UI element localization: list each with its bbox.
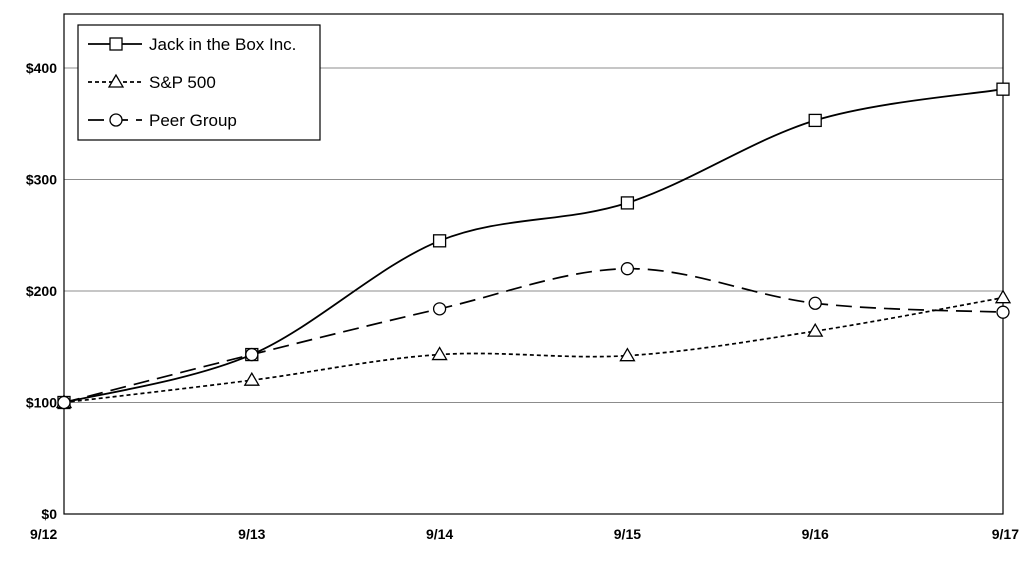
series-group	[55, 82, 1012, 410]
data-point-s-p-500	[994, 289, 1012, 304]
x-tick-label: 9/16	[802, 526, 829, 542]
data-point-jack-in-the-box-inc	[808, 113, 822, 128]
y-tick-label: $200	[26, 283, 57, 299]
legend: Jack in the Box Inc. S&P 500 Peer Group	[77, 24, 321, 141]
data-point-jack-in-the-box-inc	[432, 234, 447, 248]
x-tick-label: 9/14	[426, 526, 453, 542]
data-point-peer-group	[808, 296, 822, 310]
data-point-peer-group	[57, 395, 71, 410]
data-point-jack-in-the-box-inc	[620, 196, 635, 210]
x-tick-label: 9/13	[238, 526, 265, 542]
data-point-peer-group	[432, 302, 447, 316]
y-tick-label: $100	[26, 395, 57, 411]
legend-marker-s-p-500	[107, 73, 125, 88]
plot-area	[63, 13, 1004, 515]
x-tick-label: 9/12	[30, 526, 57, 542]
x-tick-label: 9/15	[614, 526, 641, 542]
series-line-jack-in-the-box-inc	[63, 88, 1004, 404]
x-tick-label: 9/17	[992, 526, 1019, 542]
legend-label-peer-group: Peer Group	[149, 111, 237, 130]
data-point-peer-group	[996, 305, 1010, 319]
legend-marker-peer-group	[109, 113, 123, 127]
data-point-s-p-500	[431, 346, 448, 361]
series-line-peer-group	[63, 267, 1004, 404]
data-point-jack-in-the-box-inc	[996, 82, 1010, 96]
data-point-peer-group	[245, 347, 259, 362]
legend-marker-jack-in-the-box-inc	[109, 37, 123, 51]
y-tick-label: $0	[41, 506, 57, 522]
data-point-peer-group	[620, 262, 635, 276]
data-point-s-p-500	[807, 322, 824, 337]
legend-label-jack-in-the-box-inc: Jack in the Box Inc.	[149, 35, 296, 54]
series-line-s-p-500	[63, 296, 1004, 404]
axes-labels: $0 $100 $200 $300 $400 9/12 9/13 9/14 9/15 9/16 9/…	[26, 60, 1019, 542]
y-tick-label: $300	[26, 172, 57, 188]
data-point-s-p-500	[243, 371, 260, 386]
legend-label-s-p-500: S&P 500	[149, 73, 216, 92]
data-point-s-p-500	[619, 347, 636, 362]
y-tick-label: $400	[26, 60, 57, 76]
